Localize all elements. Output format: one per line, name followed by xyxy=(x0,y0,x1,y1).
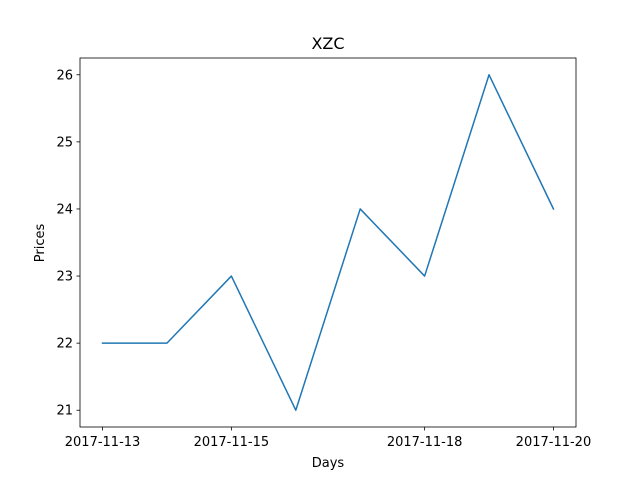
x-tick-label: 2017-11-20 xyxy=(516,435,592,450)
y-tick-label: 23 xyxy=(56,270,73,285)
plot-area: 21 22 23 24 25 26 2017-11-13 2017-11-15 2017-11-… xyxy=(56,57,592,450)
y-tick-label: 22 xyxy=(56,337,73,352)
y-tick-label: 25 xyxy=(56,135,73,150)
y-tick-label: 24 xyxy=(56,202,73,217)
series-line-0 xyxy=(101,74,555,411)
x-tick-label: 2017-11-18 xyxy=(387,435,463,450)
x-axis-label: Days xyxy=(312,456,345,471)
x-tick-label: 2017-11-15 xyxy=(194,435,270,450)
y-tick-label: 26 xyxy=(56,68,73,83)
x-tick-label: 2017-11-13 xyxy=(65,435,141,450)
y-tick-label: 21 xyxy=(56,404,73,419)
axes-frame xyxy=(79,57,577,428)
y-axis-label: Prices xyxy=(33,224,48,263)
chart-title: XZC xyxy=(311,34,344,53)
